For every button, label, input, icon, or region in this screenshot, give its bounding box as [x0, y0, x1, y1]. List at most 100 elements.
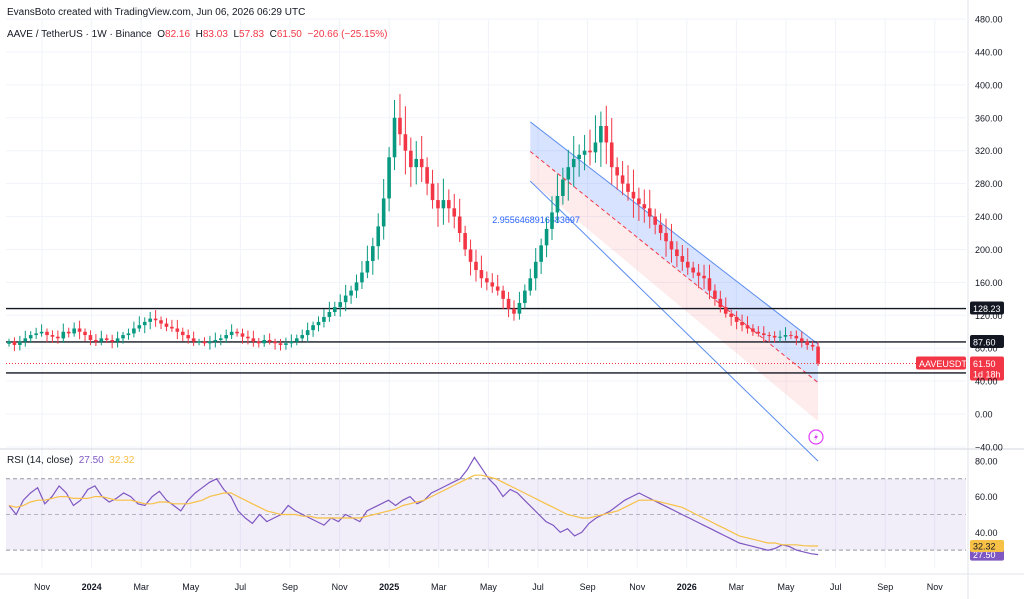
candle-body — [637, 198, 641, 205]
candle-body — [571, 158, 576, 168]
candle-body — [517, 302, 522, 314]
candle-body — [582, 150, 587, 155]
candle-body — [77, 328, 82, 332]
time-tick-label: May — [182, 582, 200, 592]
candle-body — [794, 335, 799, 339]
candle-body — [539, 245, 543, 262]
candle-body — [436, 200, 440, 209]
price-tick-label: 240.00 — [975, 212, 1003, 222]
candle-body — [430, 183, 435, 201]
candle-body — [121, 335, 125, 339]
rsi-value: 27.50 — [78, 455, 104, 466]
candle-body — [810, 344, 815, 347]
candle-body — [354, 282, 359, 291]
price-tick-label: 80.00 — [975, 344, 998, 354]
candle-body — [664, 233, 668, 242]
candle-body — [658, 224, 663, 233]
candle-body — [512, 308, 516, 314]
candle-body — [284, 343, 288, 345]
candle-body — [713, 290, 717, 299]
time-tick-label: Nov — [629, 582, 646, 592]
candle-body — [675, 249, 679, 257]
price-tick-label: 200.00 — [975, 245, 1003, 255]
price-tick-label: 440.00 — [975, 47, 1003, 57]
open-value: 82.16 — [165, 29, 191, 40]
candle-body — [262, 340, 267, 344]
candle-body — [805, 341, 810, 345]
candle-body — [88, 335, 93, 340]
candle-body — [495, 286, 500, 291]
candle-body — [300, 335, 305, 339]
candle-body — [305, 330, 310, 336]
candle-body — [180, 331, 185, 336]
price-tick-label: 40.00 — [975, 377, 998, 387]
change-value: −20.66 (−25.15%) — [307, 29, 388, 40]
symbol-name: AAVE / TetherUS · 1W · Binance — [7, 29, 152, 40]
candle-body — [398, 117, 402, 135]
candle-body — [278, 343, 283, 345]
candle-body — [61, 331, 66, 339]
candle-body — [170, 326, 174, 329]
channel-upper-fill — [530, 121, 819, 383]
time-tick-label: Mar — [431, 582, 447, 592]
candle-body — [696, 272, 701, 276]
candle-body — [631, 191, 636, 199]
candle-body — [289, 341, 294, 344]
candle-body — [604, 126, 609, 143]
candle-body — [50, 335, 55, 337]
candle-body — [506, 298, 511, 309]
candle-body — [419, 158, 424, 168]
countdown-tag-text: 1d 18h — [973, 369, 1001, 379]
candle-body — [213, 340, 218, 342]
candle-body — [783, 335, 788, 337]
candle-body — [208, 341, 212, 344]
candle-body — [322, 316, 326, 322]
price-tick-label: 0.00 — [975, 410, 993, 420]
candle-body — [561, 179, 565, 196]
candle-body — [816, 346, 820, 364]
candle-body — [566, 167, 571, 180]
time-tick-label: Jul — [235, 582, 247, 592]
candle-body — [409, 150, 413, 168]
time-tick-label: Nov — [332, 582, 349, 592]
candle-body — [490, 282, 495, 287]
last-price-tag-text: 61.50 — [973, 359, 996, 369]
candle-body — [642, 204, 647, 209]
level-tag-text: 128.23 — [973, 304, 1001, 314]
candle-body — [18, 341, 22, 345]
candle-body — [392, 117, 397, 158]
candle-body — [680, 256, 685, 262]
candle-body — [202, 341, 207, 344]
candle-body — [479, 270, 484, 279]
candle-body — [34, 333, 38, 336]
candle-body — [457, 216, 462, 233]
candle-body — [115, 338, 120, 342]
candle-body — [669, 241, 674, 250]
candle-body — [761, 333, 766, 336]
candle-body — [148, 318, 152, 322]
candle-body — [501, 290, 505, 299]
candle-body — [12, 341, 17, 345]
candle-body — [599, 126, 603, 143]
candle-body — [463, 233, 467, 250]
candle-body — [799, 338, 804, 342]
rsi-tick-label: 80.00 — [975, 456, 998, 466]
credit-text: EvansBoto created with TradingView.com, … — [7, 7, 306, 18]
candle-body — [294, 338, 299, 342]
last-price-tag — [970, 356, 1004, 381]
candle-body — [544, 228, 549, 246]
high-key: H — [195, 29, 203, 40]
level-tag — [970, 301, 1004, 315]
candle-body — [175, 328, 180, 332]
candle-body — [474, 261, 478, 271]
candle-body — [110, 340, 114, 342]
candle-body — [338, 302, 343, 308]
time-tick-label: May — [480, 582, 498, 592]
candle-body — [403, 134, 408, 151]
candle-body — [626, 183, 630, 192]
price-tick-label: 160.00 — [975, 278, 1003, 288]
candle-body — [360, 272, 364, 283]
candle-body — [72, 328, 76, 334]
